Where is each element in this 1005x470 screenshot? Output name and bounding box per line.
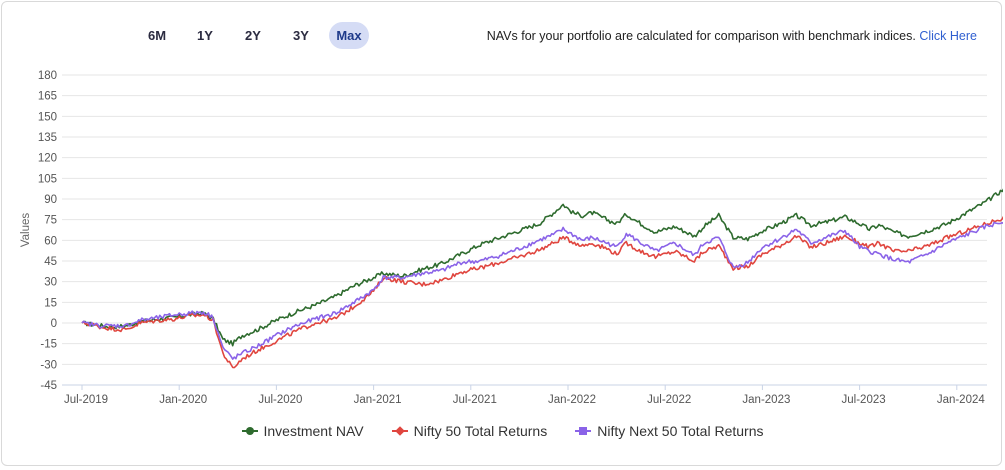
x-tick-label: Jul-2022 [647, 394, 691, 406]
legend-label: Nifty 50 Total Returns [413, 423, 548, 439]
y-tick-label: 15 [44, 297, 57, 309]
series-line-nifty-50-total-returns [81, 215, 1003, 369]
y-axis-label: Values [20, 213, 32, 248]
y-tick-label: 45 [44, 256, 57, 268]
y-tick-label: 30 [44, 277, 57, 289]
y-tick-label: 75 [44, 215, 57, 227]
legend-diamond-icon [391, 426, 408, 436]
x-tick-label: Jul-2020 [258, 394, 302, 406]
series-line-nifty-next-50-total-returns [81, 221, 1003, 360]
range-tabs: 6M 1Y 2Y 3Y Max [137, 22, 369, 49]
legend-circle-icon [241, 426, 258, 436]
y-tick-label: 105 [38, 173, 57, 185]
tab-max[interactable]: Max [329, 22, 369, 49]
series-line-investment-nav [81, 188, 1003, 347]
y-tick-label: 60 [44, 235, 57, 247]
x-tick-label: Jan-2020 [159, 394, 207, 406]
y-tick-label: 90 [44, 194, 57, 206]
x-tick-label: Jul-2019 [64, 394, 108, 406]
legend-item-nifty-50[interactable]: Nifty 50 Total Returns [391, 423, 548, 439]
legend: Investment NAV Nifty 50 Total Returns Ni… [2, 423, 1003, 439]
y-tick-label: 0 [51, 318, 57, 330]
legend-item-nifty-next-50[interactable]: Nifty Next 50 Total Returns [575, 423, 763, 439]
tab-2y[interactable]: 2Y [233, 22, 273, 49]
tab-6m[interactable]: 6M [137, 22, 177, 49]
tab-1y[interactable]: 1Y [185, 22, 225, 49]
x-tick-label: Jul-2021 [453, 394, 497, 406]
y-tick-label: 120 [38, 153, 57, 165]
y-tick-label: -45 [40, 380, 57, 392]
legend-item-investment-nav[interactable]: Investment NAV [241, 423, 364, 439]
y-tick-label: 135 [38, 132, 57, 144]
legend-label: Investment NAV [263, 423, 364, 439]
benchmark-note: NAVs for your portfolio are calculated f… [487, 29, 977, 43]
x-tick-label: Jan-2024 [937, 394, 986, 406]
y-tick-label: 165 [38, 91, 57, 103]
tab-3y[interactable]: 3Y [281, 22, 321, 49]
y-tick-label: 150 [38, 111, 57, 123]
x-tick-label: Jul-2023 [842, 394, 886, 406]
x-tick-label: Jan-2023 [742, 394, 790, 406]
benchmark-note-text: NAVs for your portfolio are calculated f… [486, 29, 916, 43]
y-tick-label: -15 [40, 339, 57, 351]
y-tick-label: 180 [38, 70, 57, 82]
legend-label: Nifty Next 50 Total Returns [597, 423, 764, 439]
x-tick-label: Jan-2022 [548, 394, 596, 406]
legend-square-icon [575, 426, 592, 436]
y-tick-label: -30 [40, 359, 57, 371]
x-tick-label: Jan-2021 [354, 394, 402, 406]
click-here-link[interactable]: Click Here [919, 29, 977, 43]
